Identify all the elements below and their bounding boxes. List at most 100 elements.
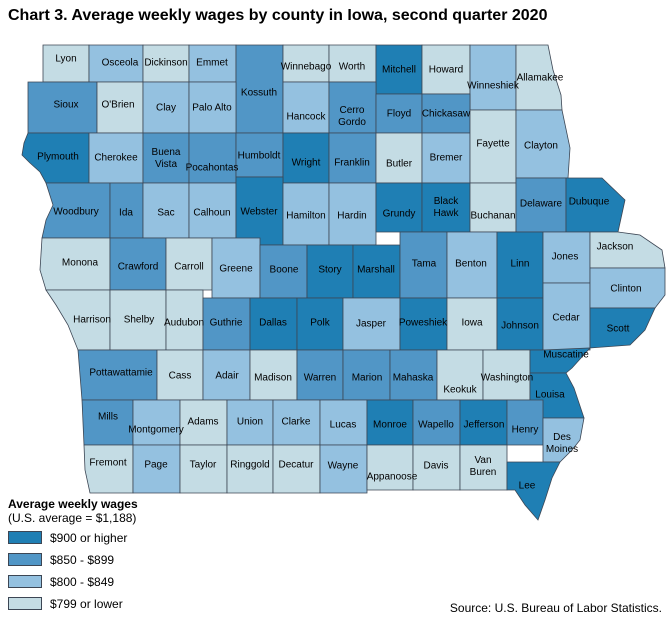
county-label-jones: Jones bbox=[552, 252, 579, 263]
legend-subtitle: (U.S. average = $1,188) bbox=[8, 511, 137, 525]
county-label-franklin: Franklin bbox=[334, 158, 370, 169]
county-label-marshall: Marshall bbox=[357, 265, 395, 276]
county-label-fayette: Fayette bbox=[476, 139, 510, 150]
county-label-worth: Worth bbox=[339, 62, 366, 73]
county-label-jasper: Jasper bbox=[356, 319, 387, 330]
county-label-guthrie: Guthrie bbox=[210, 318, 243, 329]
county-label-des-moines: Des Moines bbox=[546, 432, 578, 455]
county-label-wright: Wright bbox=[292, 158, 321, 169]
county-label-howard: Howard bbox=[429, 65, 463, 76]
county-label-hamilton: Hamilton bbox=[286, 211, 325, 222]
legend-label: $799 or lower bbox=[50, 597, 123, 611]
county-label-washington: Washington bbox=[481, 373, 533, 384]
county-montgomery bbox=[132, 399, 181, 446]
county-label-buena-vista: Buena Vista bbox=[152, 147, 181, 170]
county-buchanan bbox=[469, 182, 517, 233]
county-label-clarke: Clarke bbox=[282, 417, 311, 428]
county-label-harrison: Harrison bbox=[73, 315, 111, 326]
county-label-palo-alto: Palo Alto bbox=[192, 103, 232, 114]
county-label-henry: Henry bbox=[512, 425, 539, 436]
chart-title: Chart 3. Average weekly wages by county … bbox=[8, 7, 548, 24]
county-labels: Lyon Osceola Dickinson Emmet Kossuth Winnebag… bbox=[37, 54, 641, 492]
county-label-monroe: Monroe bbox=[373, 420, 407, 431]
county-label-fremont: Fremont bbox=[89, 458, 126, 469]
county-label-monona: Monona bbox=[62, 258, 99, 269]
county-label-dallas: Dallas bbox=[259, 318, 287, 329]
county-label-ida: Ida bbox=[119, 208, 133, 219]
county-label-marion: Marion bbox=[352, 373, 383, 384]
county-label-shelby: Shelby bbox=[124, 315, 155, 326]
county-label-cherokee: Cherokee bbox=[94, 153, 138, 164]
county-label-delaware: Delaware bbox=[520, 199, 563, 210]
county-label-bremer: Bremer bbox=[430, 153, 463, 164]
county-label-pocahontas: Pocahontas bbox=[186, 163, 239, 174]
county-label-cedar: Cedar bbox=[552, 313, 580, 324]
county-label-jefferson: Jefferson bbox=[464, 420, 505, 431]
county-label-poweshiek: Poweshiek bbox=[399, 318, 448, 329]
legend-list: $900 or higher $850 - $899 $800 - $849 $… bbox=[8, 528, 208, 614]
county-label-butler: Butler bbox=[386, 159, 413, 170]
legend-swatch bbox=[8, 531, 42, 544]
county-dubuque bbox=[565, 177, 626, 233]
county-fremont bbox=[83, 444, 134, 494]
county-label-mills: Mills bbox=[98, 412, 118, 423]
county-label-hancock: Hancock bbox=[287, 112, 327, 123]
county-label-boone: Boone bbox=[270, 265, 299, 276]
county-label-humboldt: Humboldt bbox=[238, 151, 281, 162]
county-label-crawford: Crawford bbox=[118, 262, 159, 273]
county-label-polk: Polk bbox=[310, 318, 330, 329]
legend-item: $850 - $899 bbox=[8, 550, 208, 570]
county-pocahontas bbox=[188, 132, 237, 184]
county-label-hardin: Hardin bbox=[337, 211, 366, 222]
legend-item: $800 - $849 bbox=[8, 572, 208, 592]
county-label-greene: Greene bbox=[219, 264, 253, 275]
county-label-taylor: Taylor bbox=[190, 460, 217, 471]
county-label-madison: Madison bbox=[254, 373, 292, 384]
legend-swatch bbox=[8, 553, 42, 566]
county-label-warren: Warren bbox=[304, 373, 336, 384]
county-label-grundy: Grundy bbox=[383, 209, 416, 220]
county-clayton bbox=[515, 109, 571, 179]
legend-label: $900 or higher bbox=[50, 531, 128, 545]
county-label-appanoose: Appanoose bbox=[367, 472, 418, 483]
county-winneshiek bbox=[469, 44, 517, 111]
county-label-mitchell: Mitchell bbox=[382, 65, 416, 76]
county-label-dickinson: Dickinson bbox=[144, 58, 187, 69]
county-label-union: Union bbox=[237, 417, 263, 428]
county-label-page: Page bbox=[144, 460, 168, 471]
county-label-lucas: Lucas bbox=[330, 420, 357, 431]
county-label-allamakee: Allamakee bbox=[517, 73, 564, 84]
county-label-adair: Adair bbox=[215, 371, 239, 382]
county-label-plymouth: Plymouth bbox=[37, 152, 79, 163]
county-label-dubuque: Dubuque bbox=[569, 197, 610, 208]
county-label-audubon: Audubon bbox=[164, 318, 204, 329]
county-label-story: Story bbox=[318, 265, 341, 276]
legend-item: $900 or higher bbox=[8, 528, 208, 548]
county-label-jackson: Jackson bbox=[597, 242, 634, 253]
county-label-emmet: Emmet bbox=[196, 58, 228, 69]
county-label-tama: Tama bbox=[412, 259, 437, 270]
county-label-webster: Webster bbox=[240, 207, 278, 218]
county-label-cerro-gordo: Cerro Gordo bbox=[338, 105, 366, 128]
county-label-van-buren: Van Buren bbox=[470, 455, 497, 478]
county-label-cass: Cass bbox=[169, 371, 192, 382]
county-label-louisa: Louisa bbox=[535, 390, 565, 401]
legend-label: $850 - $899 bbox=[50, 553, 115, 567]
county-label-johnson: Johnson bbox=[501, 321, 539, 332]
county-label-clay: Clay bbox=[156, 103, 176, 114]
county-label-kossuth: Kossuth bbox=[241, 88, 277, 99]
county-label-calhoun: Calhoun bbox=[193, 208, 230, 219]
county-cedar bbox=[542, 282, 591, 351]
county-wayne bbox=[319, 444, 368, 494]
county-appanoose bbox=[366, 444, 414, 491]
county-henry bbox=[506, 399, 544, 446]
county-label-wapello: Wapello bbox=[418, 420, 454, 431]
county-label-scott: Scott bbox=[607, 324, 630, 335]
county-label-mahaska: Mahaska bbox=[393, 373, 434, 384]
county-label-osceola: Osceola bbox=[102, 58, 139, 69]
county-label-winnebago: Winnebago bbox=[281, 62, 332, 73]
county-label-chickasaw: Chickasaw bbox=[422, 109, 471, 120]
legend: Average weekly wages (U.S. average = $1,… bbox=[8, 497, 208, 614]
county-label-woodbury: Woodbury bbox=[53, 207, 98, 218]
